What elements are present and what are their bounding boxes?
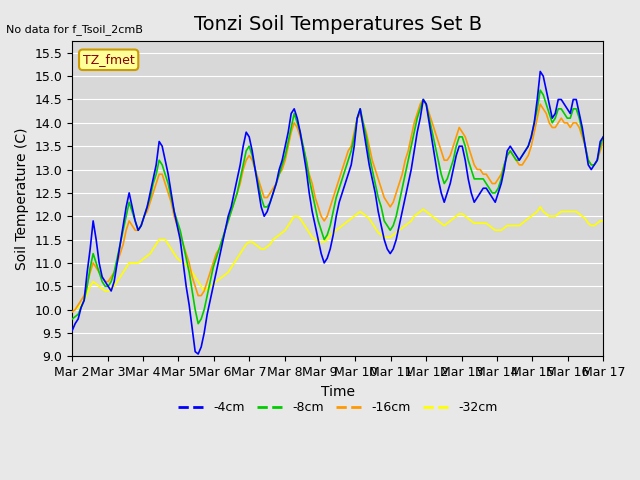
Legend: -4cm, -8cm, -16cm, -32cm: -4cm, -8cm, -16cm, -32cm [173,396,502,420]
Title: Tonzi Soil Temperatures Set B: Tonzi Soil Temperatures Set B [194,15,482,34]
X-axis label: Time: Time [321,384,355,398]
Y-axis label: Soil Temperature (C): Soil Temperature (C) [15,128,29,270]
Text: TZ_fmet: TZ_fmet [83,53,134,66]
Text: No data for f_Tsoil_2cmB: No data for f_Tsoil_2cmB [6,24,143,35]
